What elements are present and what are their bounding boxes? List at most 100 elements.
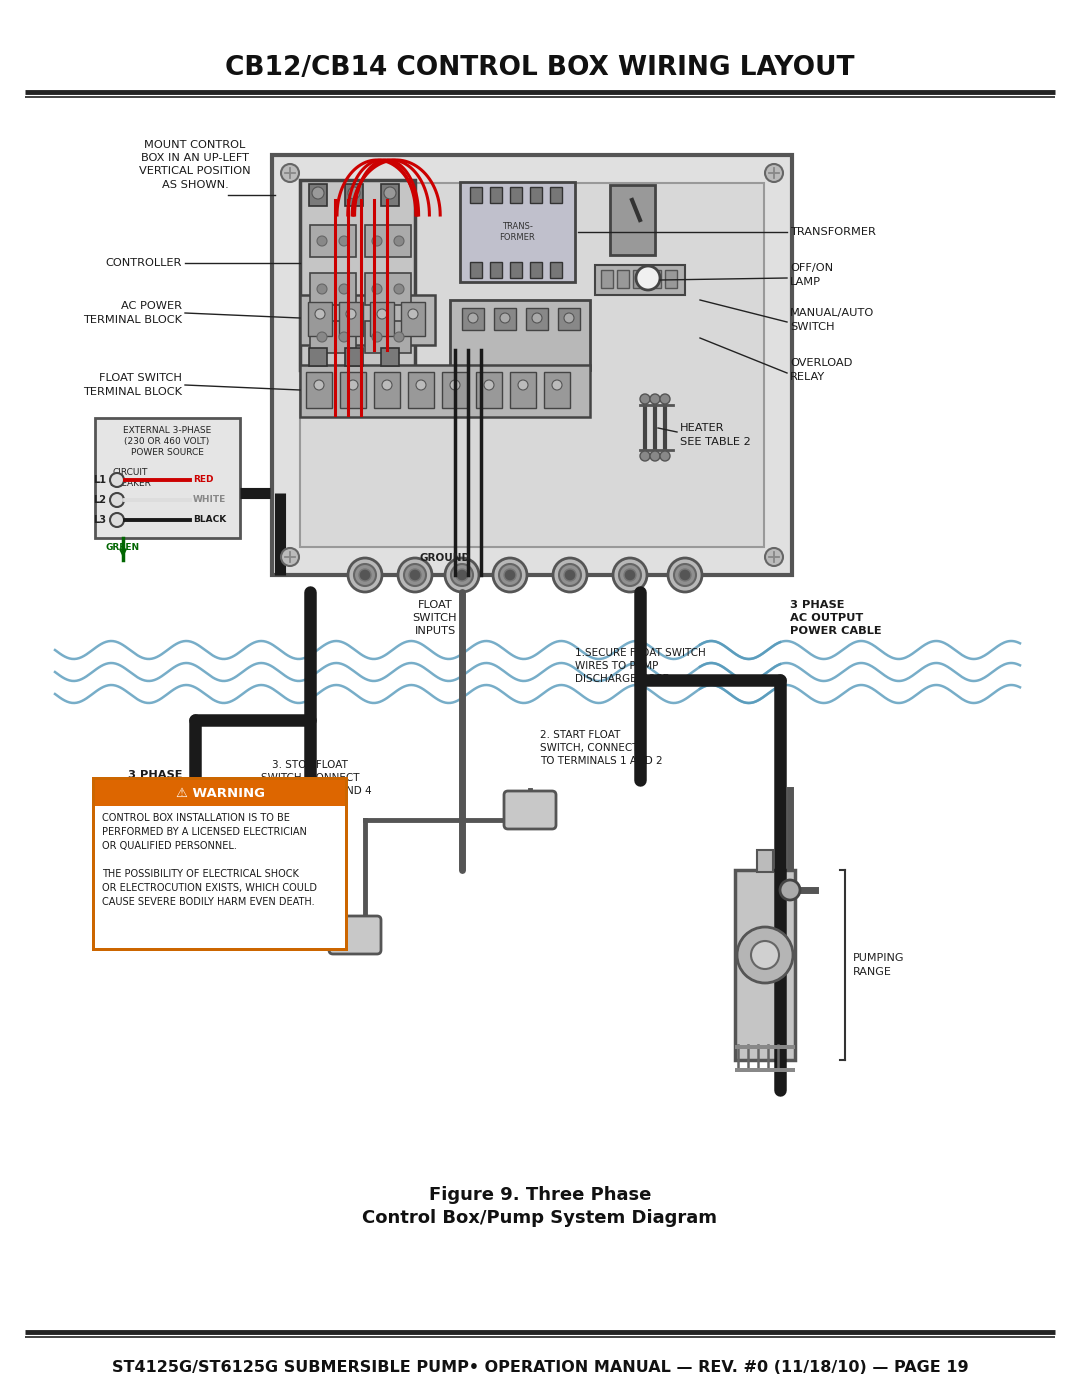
Circle shape [765, 548, 783, 566]
Bar [494, 307, 516, 330]
Bar [530, 187, 542, 203]
Bar [365, 321, 411, 353]
Circle shape [737, 928, 793, 983]
Text: MANUAL/AUTO
SWITCH: MANUAL/AUTO SWITCH [789, 309, 874, 331]
Circle shape [404, 564, 426, 585]
Bar [757, 849, 773, 872]
Bar [470, 263, 482, 278]
Circle shape [382, 380, 392, 390]
Text: OFF/ON
LAMP: OFF/ON LAMP [789, 264, 833, 286]
Text: L2: L2 [93, 495, 106, 504]
Circle shape [518, 380, 528, 390]
Circle shape [640, 451, 650, 461]
Circle shape [281, 163, 299, 182]
Circle shape [532, 313, 542, 323]
Circle shape [552, 380, 562, 390]
Bar [544, 372, 570, 408]
Circle shape [492, 557, 527, 592]
Bar [340, 372, 366, 408]
Bar [381, 348, 399, 366]
Bar [735, 870, 795, 1060]
Text: Control Box/Pump System Diagram: Control Box/Pump System Diagram [363, 1208, 717, 1227]
Circle shape [679, 569, 691, 581]
Bar [381, 184, 399, 205]
Circle shape [669, 557, 702, 592]
Bar [550, 263, 562, 278]
Bar [595, 265, 685, 295]
Circle shape [346, 309, 356, 319]
Circle shape [456, 569, 468, 581]
Bar [300, 365, 590, 416]
Text: L1: L1 [93, 475, 106, 485]
Circle shape [674, 564, 696, 585]
Circle shape [640, 394, 650, 404]
Bar [310, 272, 356, 305]
Bar [610, 184, 654, 256]
Text: CIRCUIT
BREAKER: CIRCUIT BREAKER [109, 468, 151, 488]
Circle shape [354, 564, 376, 585]
Circle shape [312, 187, 324, 198]
Bar [462, 307, 484, 330]
Text: 3. STOP FLOAT
SWITCH, CONNECT
TO TERMINALS 3 AND 4: 3. STOP FLOAT SWITCH, CONNECT TO TERMINA… [248, 760, 372, 796]
Circle shape [110, 474, 124, 488]
Text: 1.SECURE FLOAT SWITCH
WIRES TO PUMP
DISCHARGE HOSE: 1.SECURE FLOAT SWITCH WIRES TO PUMP DISC… [575, 648, 705, 685]
Bar [95, 780, 345, 949]
Circle shape [416, 380, 426, 390]
Bar [665, 270, 677, 288]
Circle shape [394, 284, 404, 293]
Circle shape [751, 942, 779, 970]
Text: MOUNT CONTROL
BOX IN AN UP-LEFT
VERTICAL POSITION
AS SHOWN.: MOUNT CONTROL BOX IN AN UP-LEFT VERTICAL… [139, 140, 251, 190]
Circle shape [318, 284, 327, 293]
Bar [92, 777, 348, 951]
Bar [460, 182, 575, 282]
Bar [401, 302, 426, 337]
Circle shape [394, 236, 404, 246]
Text: AC POWER
TERMINAL BLOCK: AC POWER TERMINAL BLOCK [83, 302, 183, 324]
Circle shape [636, 265, 660, 291]
Text: L3: L3 [93, 515, 106, 525]
Bar [306, 372, 332, 408]
Text: 3 PHASE
AC OUTPUT
POWER CABLE: 3 PHASE AC OUTPUT POWER CABLE [789, 599, 881, 637]
Bar [442, 372, 468, 408]
Text: FLOAT SWITCH
TERMINAL BLOCK: FLOAT SWITCH TERMINAL BLOCK [83, 373, 183, 397]
Bar [310, 225, 356, 257]
Bar [633, 270, 645, 288]
Bar [309, 184, 327, 205]
Circle shape [318, 332, 327, 342]
Text: PUMPING
RANGE: PUMPING RANGE [853, 953, 905, 977]
Text: Figure 9. Three Phase: Figure 9. Three Phase [429, 1186, 651, 1204]
Circle shape [384, 187, 396, 198]
Circle shape [624, 569, 636, 581]
Circle shape [408, 309, 418, 319]
Bar [558, 307, 580, 330]
Circle shape [468, 313, 478, 323]
Circle shape [564, 569, 576, 581]
Bar [526, 307, 548, 330]
Text: FLOAT
SWITCH
INPUTS: FLOAT SWITCH INPUTS [413, 599, 457, 637]
Circle shape [399, 557, 432, 592]
Bar [345, 348, 363, 366]
Circle shape [500, 313, 510, 323]
Bar [308, 302, 332, 337]
Bar [470, 187, 482, 203]
Circle shape [372, 332, 382, 342]
Circle shape [359, 569, 372, 581]
Circle shape [372, 236, 382, 246]
Circle shape [484, 380, 494, 390]
Circle shape [613, 557, 647, 592]
Bar [310, 321, 356, 353]
Circle shape [765, 163, 783, 182]
Circle shape [445, 557, 480, 592]
Circle shape [314, 380, 324, 390]
Text: RED: RED [193, 475, 214, 485]
Circle shape [650, 394, 660, 404]
FancyBboxPatch shape [329, 916, 381, 954]
Text: EXTERNAL 3-PHASE
(230 OR 460 VOLT)
POWER SOURCE: EXTERNAL 3-PHASE (230 OR 460 VOLT) POWER… [123, 426, 211, 457]
Circle shape [553, 557, 588, 592]
Circle shape [110, 513, 124, 527]
Bar [95, 780, 345, 806]
Bar [300, 183, 764, 548]
Bar [530, 263, 542, 278]
Circle shape [348, 187, 360, 198]
Bar [374, 372, 400, 408]
